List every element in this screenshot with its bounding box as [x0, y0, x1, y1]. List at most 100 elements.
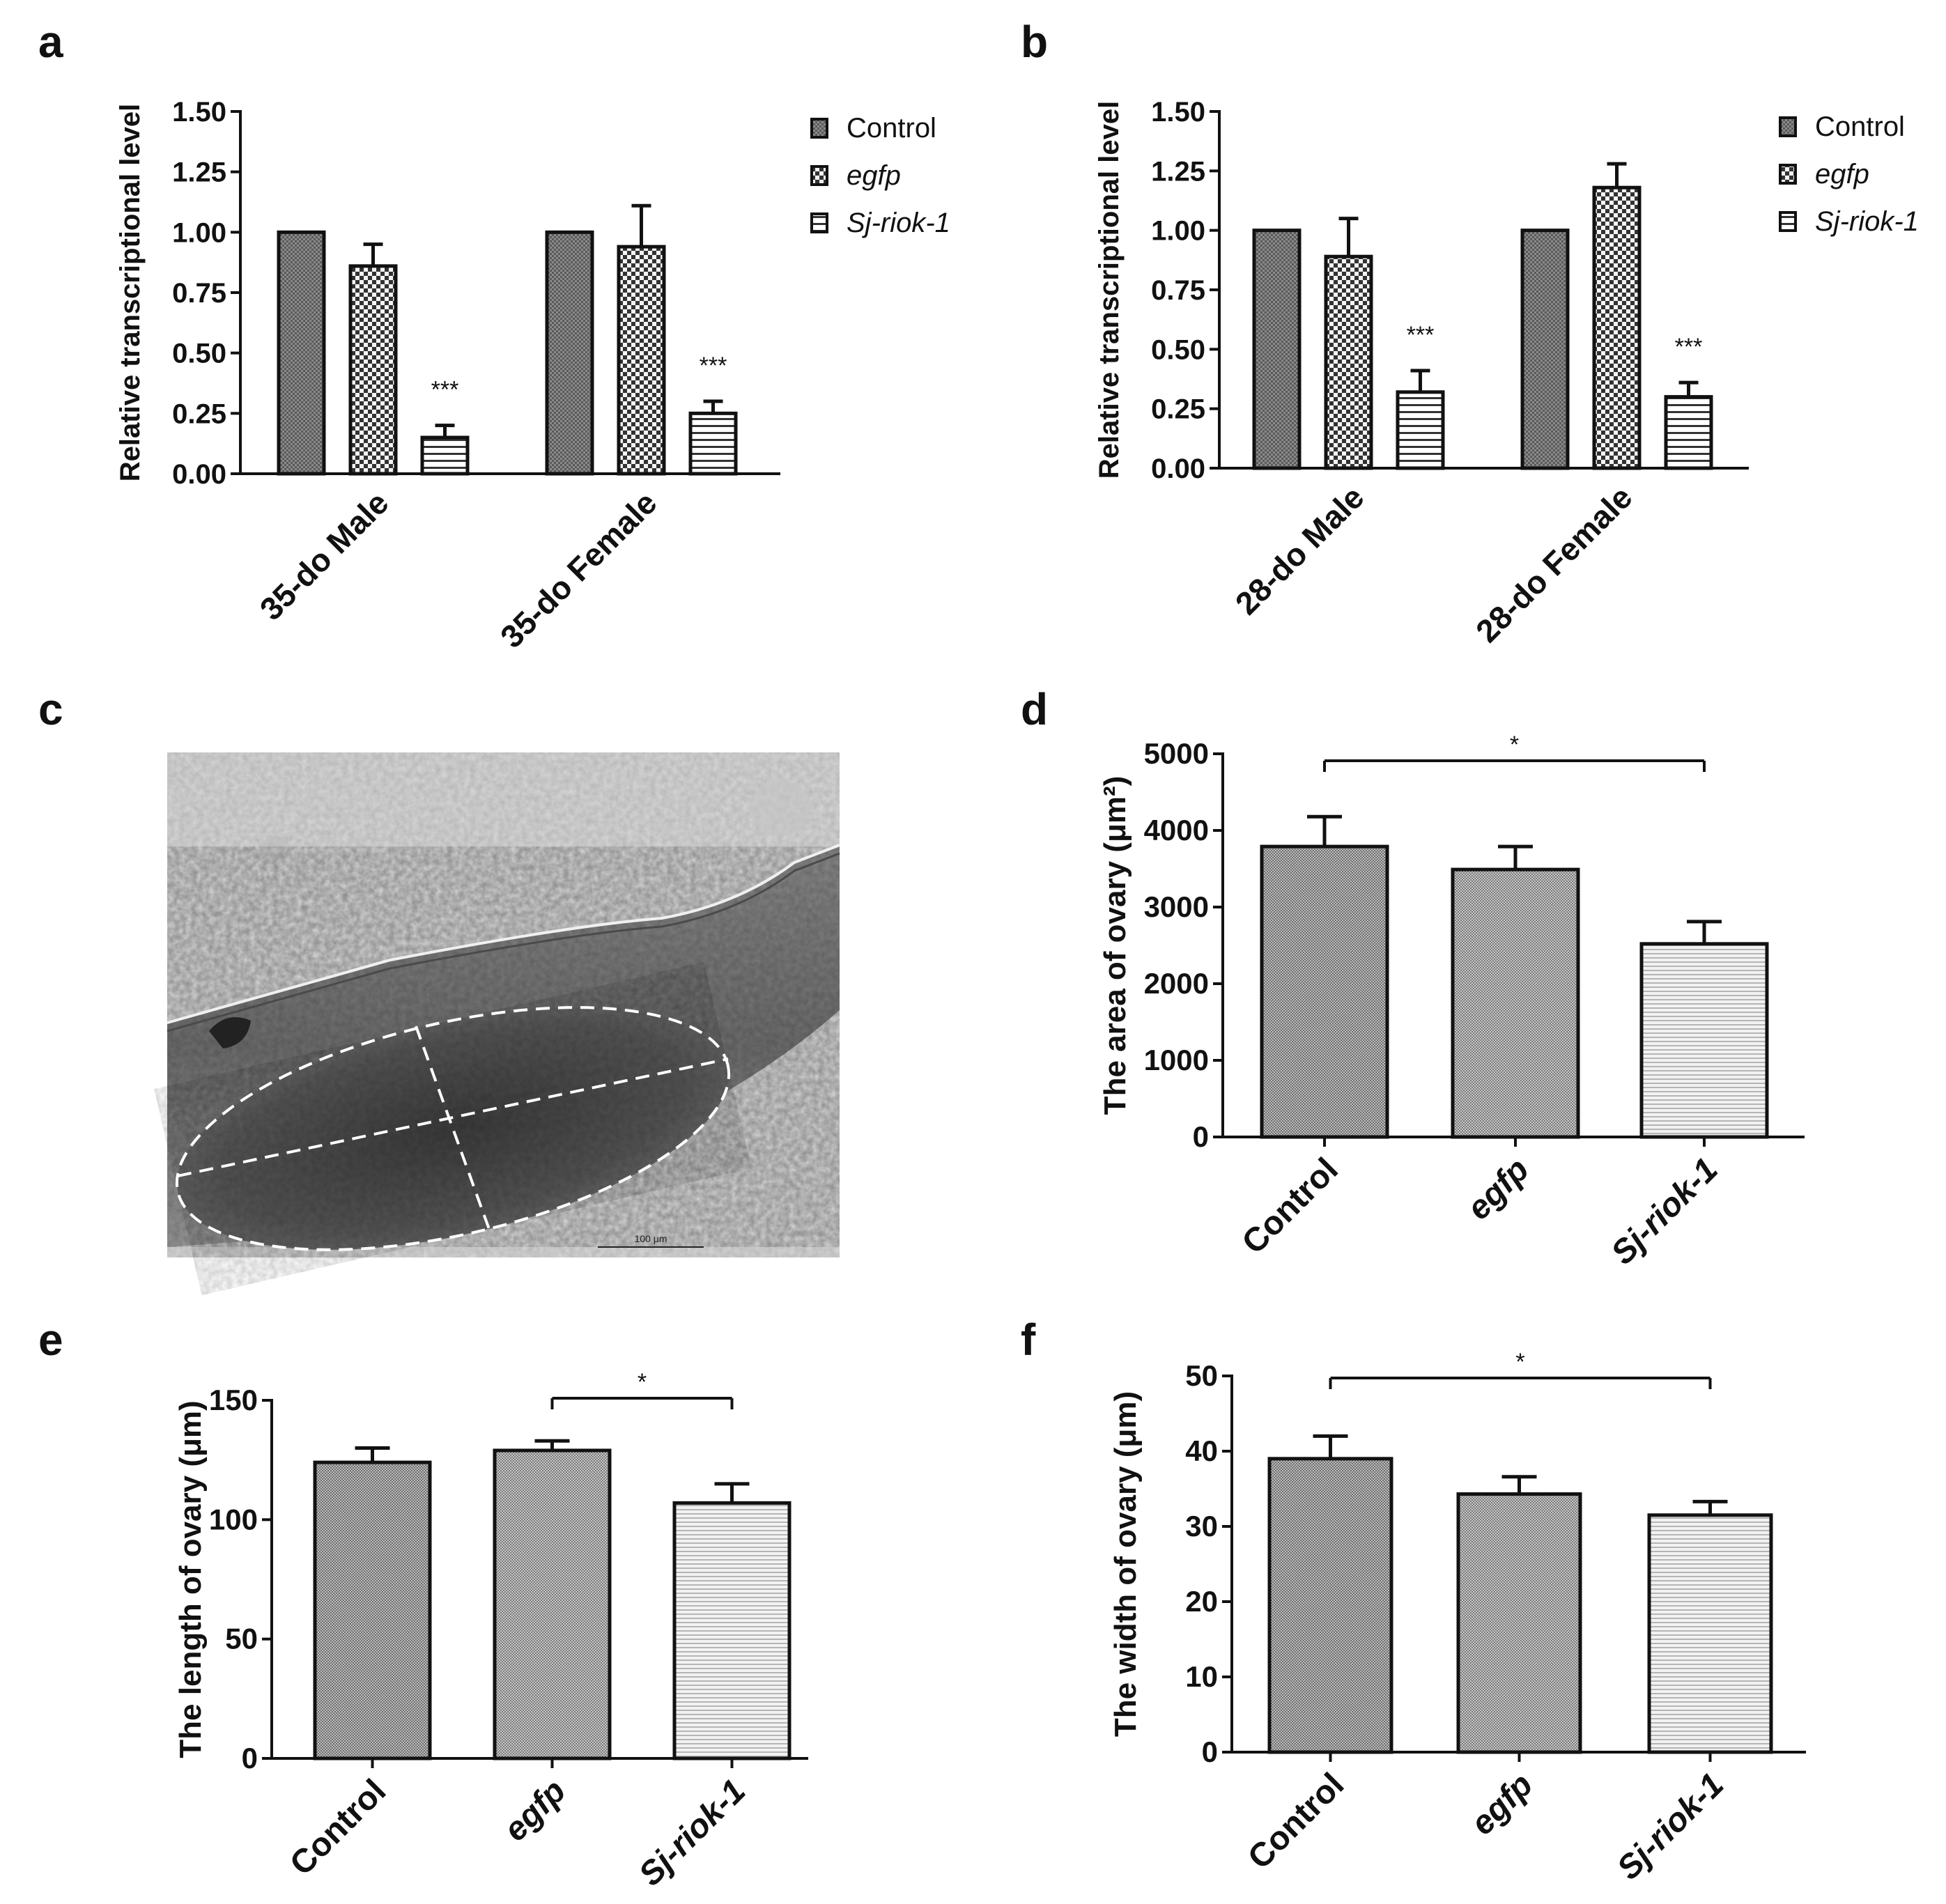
bar — [688, 411, 738, 476]
bar — [1267, 1457, 1393, 1754]
panel-label-e: e — [38, 1315, 63, 1365]
bar — [1520, 229, 1570, 470]
y-axis-label: The length of ovary (μm) — [173, 1400, 208, 1758]
y-tick-label: 20 — [1185, 1585, 1218, 1618]
y-tick-label: 150 — [209, 1384, 258, 1416]
y-tick-label: 0.75 — [172, 278, 226, 309]
category-label: egfp — [497, 1772, 573, 1848]
ovary-outline — [175, 1006, 731, 1251]
bar — [1324, 254, 1373, 470]
legend-label: Control — [847, 113, 936, 144]
y-tick-label: 0.25 — [172, 398, 226, 429]
y-tick-label: 1.50 — [1151, 97, 1205, 127]
y-tick-label: 0.75 — [1151, 275, 1205, 306]
legend-swatch — [1779, 211, 1797, 232]
significance-marker: *** — [1675, 334, 1703, 360]
ovary-length-line — [177, 1058, 729, 1177]
category-label: Sj-riok-1 — [1605, 1151, 1725, 1271]
panel-label-a: a — [38, 17, 63, 67]
category-label: 35-do Male — [253, 484, 396, 627]
category-label: 28-do Male — [1228, 479, 1371, 621]
significance-marker: *** — [431, 377, 459, 403]
y-tick-label: 1.00 — [172, 217, 226, 248]
bar — [277, 230, 326, 476]
y-tick-label: 5000 — [1144, 737, 1209, 770]
scale-bar-label: 100 μm — [635, 1233, 667, 1244]
panel-label-c: c — [38, 684, 63, 734]
legend-label: egfp — [1815, 159, 1869, 189]
significance-marker: *** — [1407, 322, 1435, 348]
y-tick-label: 50 — [225, 1623, 258, 1655]
legend-label: Sj-riok-1 — [1815, 206, 1919, 237]
legend-label: Sj-riok-1 — [847, 208, 950, 238]
y-tick-label: 1.25 — [1151, 156, 1205, 187]
bar — [1639, 942, 1769, 1139]
y-tick-label: 0.50 — [172, 339, 226, 369]
chart-f: 0 10 20 30 40 50 The width of ovary (μm) Contro… — [1109, 1349, 1806, 1887]
y-tick-label: 10 — [1185, 1660, 1218, 1693]
y-tick-label: 30 — [1185, 1510, 1218, 1542]
bar — [493, 1448, 612, 1760]
bar — [1260, 844, 1389, 1139]
y-tick-label: 3000 — [1144, 890, 1209, 923]
bar — [313, 1460, 432, 1760]
y-tick-label: 1.25 — [172, 157, 226, 188]
bar — [348, 264, 398, 476]
y-tick-label: 100 — [209, 1503, 258, 1535]
bar — [1647, 1513, 1773, 1754]
y-tick-label: 1.50 — [172, 97, 226, 127]
panel-label-f: f — [1021, 1315, 1036, 1365]
y-axis-label: Relative transcriptional level — [115, 104, 146, 481]
bar — [1451, 867, 1580, 1139]
y-tick-label: 40 — [1185, 1434, 1218, 1467]
y-tick-label: 4000 — [1144, 814, 1209, 846]
category-label: 28-do Female — [1469, 479, 1639, 649]
y-axis-label: The width of ovary (μm) — [1109, 1391, 1143, 1737]
significance-marker: * — [1510, 732, 1519, 758]
legend-swatch — [810, 118, 828, 139]
y-axis-label: The area of ovary (μm²) — [1098, 776, 1132, 1115]
dark-spot — [209, 1017, 251, 1048]
bar — [420, 435, 470, 476]
significance-marker: * — [638, 1369, 647, 1395]
legend-swatch — [1779, 116, 1797, 137]
category-label: Sj-riok-1 — [1610, 1766, 1731, 1887]
bar — [545, 230, 594, 476]
bar — [672, 1501, 791, 1760]
bar — [1664, 395, 1713, 470]
y-tick-label: 0.00 — [172, 459, 226, 490]
y-tick-label: 1.00 — [1151, 216, 1205, 247]
panel-label-d: d — [1021, 684, 1048, 734]
panel-label-b: b — [1021, 17, 1048, 67]
y-tick-label: 1000 — [1144, 1044, 1209, 1076]
bar — [1252, 229, 1302, 470]
category-label: 35-do Female — [493, 484, 664, 655]
category-label: egfp — [1464, 1766, 1540, 1842]
y-tick-label: 0.25 — [1151, 394, 1205, 425]
y-tick-label: 50 — [1185, 1359, 1218, 1392]
legend-label: egfp — [847, 160, 901, 191]
significance-marker: * — [1515, 1349, 1524, 1375]
legend-swatch — [810, 165, 828, 186]
bar — [1592, 185, 1642, 470]
y-tick-label: 0.00 — [1151, 454, 1205, 484]
y-tick-label: 0.50 — [1151, 334, 1205, 365]
bar — [617, 245, 666, 476]
category-label: Control — [1241, 1766, 1351, 1876]
legend-swatch — [1779, 164, 1797, 185]
chart-a: 0.00 0.25 0.50 0.75 1.00 1.25 1.50 Relative tra… — [115, 97, 950, 655]
legend-swatch — [810, 212, 828, 233]
chart-b: 0.00 0.25 0.50 0.75 1.00 1.25 1.50 Relative tra… — [1094, 97, 1919, 649]
y-axis-label: Relative transcriptional level — [1094, 101, 1125, 479]
ovary-width-line — [415, 1025, 491, 1232]
category-label: Control — [283, 1772, 393, 1882]
legend-label: Control — [1815, 111, 1905, 142]
category-label: Control — [1235, 1151, 1345, 1261]
category-label: Sj-riok-1 — [632, 1772, 752, 1893]
category-label: egfp — [1460, 1151, 1536, 1227]
chart-d: 0 1000 2000 3000 4000 5000 The area of ovary (… — [1098, 732, 1805, 1272]
y-tick-label: 0 — [242, 1742, 258, 1774]
bar — [1396, 390, 1445, 470]
